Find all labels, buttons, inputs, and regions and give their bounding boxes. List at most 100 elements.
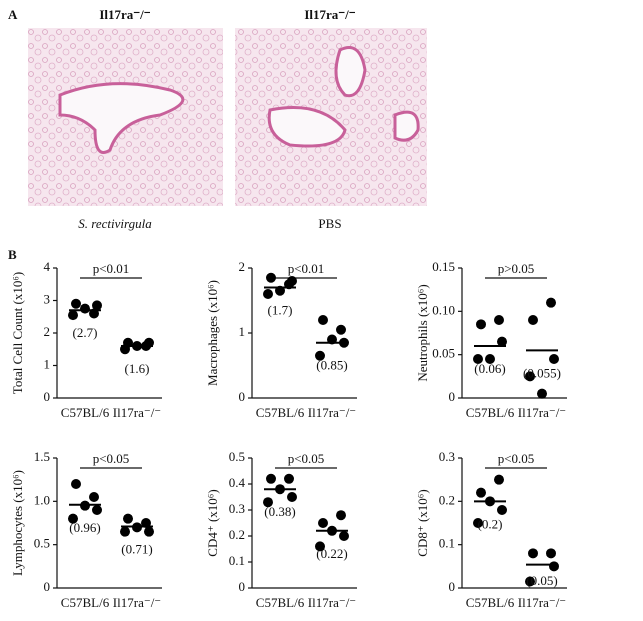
data-point — [266, 473, 276, 484]
y-tick-label: 1 — [44, 356, 51, 371]
image-caption: S. rectivirgula — [78, 216, 152, 231]
mean-label: (0.22) — [316, 546, 347, 561]
y-tick-label: 0.10 — [432, 302, 455, 317]
data-point — [284, 473, 294, 484]
y-tick-label: 0.2 — [229, 527, 245, 542]
y-tick-label: 0 — [44, 579, 51, 594]
data-point — [546, 548, 556, 559]
panel-label: B — [8, 247, 17, 262]
data-point — [263, 497, 273, 508]
data-point — [336, 324, 346, 335]
significance-label: p<0.01 — [288, 261, 325, 276]
mean-label: (0.05) — [526, 573, 557, 588]
data-point — [494, 315, 504, 325]
x-tick-label: Il17ra⁻/⁻ — [113, 595, 161, 610]
y-tick-label: 0.05 — [432, 346, 455, 361]
data-point — [287, 276, 297, 286]
data-point — [123, 513, 133, 524]
data-point — [528, 548, 538, 559]
data-point — [494, 474, 504, 485]
y-tick-label: 4 — [44, 259, 51, 274]
significance-label: p>0.05 — [498, 261, 535, 276]
mean-label: (0.96) — [69, 520, 100, 535]
data-point — [537, 388, 547, 399]
y-tick-label: 0 — [239, 389, 246, 404]
data-point — [92, 505, 102, 515]
data-point — [71, 479, 81, 489]
data-point — [525, 371, 535, 382]
y-tick-label: 0.5 — [229, 449, 245, 464]
y-axis-label: CD4⁺ (x10⁶) — [205, 489, 220, 556]
data-point — [287, 492, 297, 502]
mean-label: (0.06) — [474, 361, 505, 376]
significance-label: p<0.05 — [93, 451, 130, 466]
data-point — [525, 576, 535, 587]
y-tick-label: 0.1 — [229, 553, 245, 568]
y-axis-label: Macrophages (x10⁶) — [205, 280, 220, 386]
data-point — [497, 336, 507, 347]
mean-label: (1.6) — [125, 361, 150, 376]
y-tick-label: 0 — [449, 389, 456, 404]
y-tick-label: 0.5 — [34, 536, 50, 551]
mean-label: (1.7) — [268, 302, 293, 317]
data-point — [315, 350, 325, 361]
data-point — [266, 272, 276, 283]
image-title: Il17ra⁻/⁻ — [304, 7, 355, 22]
x-tick-label: C57BL/6 — [256, 595, 305, 610]
y-tick-label: 2 — [44, 324, 51, 339]
data-point — [473, 354, 483, 364]
y-tick-label: 0.2 — [439, 492, 455, 507]
x-tick-label: Il17ra⁻/⁻ — [113, 405, 161, 420]
data-point — [68, 513, 78, 524]
data-point — [144, 526, 154, 537]
y-axis-label: Lymphocytes (x10⁶) — [10, 470, 25, 576]
data-point — [546, 297, 556, 308]
x-tick-label: Il17ra⁻/⁻ — [308, 405, 356, 420]
y-tick-label: 0 — [239, 579, 246, 594]
data-point — [473, 518, 483, 528]
y-tick-label: 1.5 — [34, 449, 50, 464]
data-point — [485, 354, 495, 364]
x-tick-label: C57BL/6 — [61, 405, 110, 420]
y-tick-label: 0.3 — [439, 449, 455, 464]
data-point — [315, 541, 325, 552]
histology-image — [235, 28, 427, 206]
data-point — [549, 354, 559, 364]
mean-label: (0.85) — [316, 358, 347, 373]
y-tick-label: 0.1 — [439, 536, 455, 551]
data-point — [497, 505, 507, 515]
x-tick-label: Il17ra⁻/⁻ — [518, 405, 566, 420]
mean-label: (0.2) — [478, 516, 503, 531]
data-point — [71, 298, 81, 309]
significance-label: p<0.05 — [288, 451, 325, 466]
mean-label: (0.055) — [523, 365, 561, 380]
data-point — [80, 303, 90, 314]
histology-image — [28, 28, 223, 206]
image-caption: PBS — [318, 216, 341, 231]
data-point — [476, 487, 486, 498]
y-tick-label: 1 — [239, 324, 246, 339]
mean-label: (2.7) — [73, 325, 98, 340]
mean-label: (0.71) — [121, 541, 152, 556]
x-tick-label: C57BL/6 — [466, 595, 515, 610]
image-title: Il17ra⁻/⁻ — [99, 7, 150, 22]
data-point — [318, 315, 328, 325]
y-tick-label: 0 — [449, 579, 456, 594]
x-tick-label: C57BL/6 — [466, 405, 515, 420]
y-tick-label: 3 — [44, 291, 51, 306]
data-point — [339, 531, 349, 541]
significance-label: p<0.01 — [93, 261, 130, 276]
x-tick-label: Il17ra⁻/⁻ — [518, 595, 566, 610]
data-point — [263, 289, 273, 299]
y-tick-label: 0.4 — [229, 475, 246, 490]
data-point — [549, 561, 559, 572]
data-point — [68, 310, 78, 321]
data-point — [89, 492, 99, 502]
y-axis-label: CD8⁺ (x10⁶) — [415, 489, 430, 556]
y-tick-label: 0 — [44, 389, 51, 404]
x-tick-label: Il17ra⁻/⁻ — [308, 595, 356, 610]
mean-label: (0.38) — [264, 504, 295, 519]
data-point — [476, 319, 486, 330]
y-tick-label: 0.3 — [229, 501, 245, 516]
